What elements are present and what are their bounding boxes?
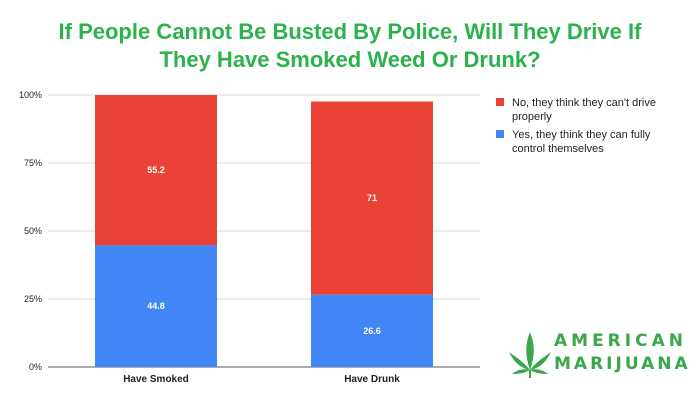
legend-label: control themselves	[512, 143, 604, 155]
legend-swatch	[496, 130, 504, 138]
legend-label: Yes, they think they can fully	[512, 129, 651, 141]
x-tick-label: Have Drunk	[344, 374, 400, 385]
data-label: 55.2	[147, 165, 165, 175]
y-tick-label: 0%	[29, 362, 42, 372]
chart-title-line-1: If People Cannot Be Busted By Police, Wi…	[58, 19, 642, 44]
bar	[95, 245, 217, 367]
logo-word-marijuana: MARIJUANA	[554, 354, 691, 374]
leaf-icon	[509, 332, 551, 378]
y-tick-label: 100%	[19, 90, 42, 100]
data-label: 44.8	[147, 301, 165, 311]
bar	[95, 95, 217, 246]
american-marijuana-logo: AMERICAN MARIJUANA	[508, 328, 698, 388]
y-tick-label: 25%	[24, 294, 42, 304]
chart-title: If People Cannot Be Busted By Police, Wi…	[0, 18, 700, 74]
bars	[95, 95, 433, 367]
bar	[311, 294, 433, 367]
data-labels: 44.8 55.2 26.6 71	[147, 165, 381, 336]
data-label: 71	[367, 193, 377, 203]
bar	[311, 101, 433, 295]
legend-swatch	[496, 98, 504, 106]
data-label: 26.6	[363, 326, 381, 336]
chart-title-line-2: They Have Smoked Weed Or Drunk?	[159, 47, 541, 72]
legend: No, they think they can't drive properly Y…	[496, 97, 656, 155]
y-tick-label: 75%	[24, 158, 42, 168]
x-tick-label: Have Smoked	[123, 374, 189, 385]
y-tick-label: 50%	[24, 226, 42, 236]
y-axis: 0% 25% 50% 75% 100%	[19, 90, 42, 372]
x-axis: Have Smoked Have Drunk	[123, 374, 400, 385]
legend-label: No, they think they can't drive	[512, 97, 656, 109]
legend-label: properly	[512, 111, 552, 123]
logo-word-american: AMERICAN	[554, 331, 687, 351]
